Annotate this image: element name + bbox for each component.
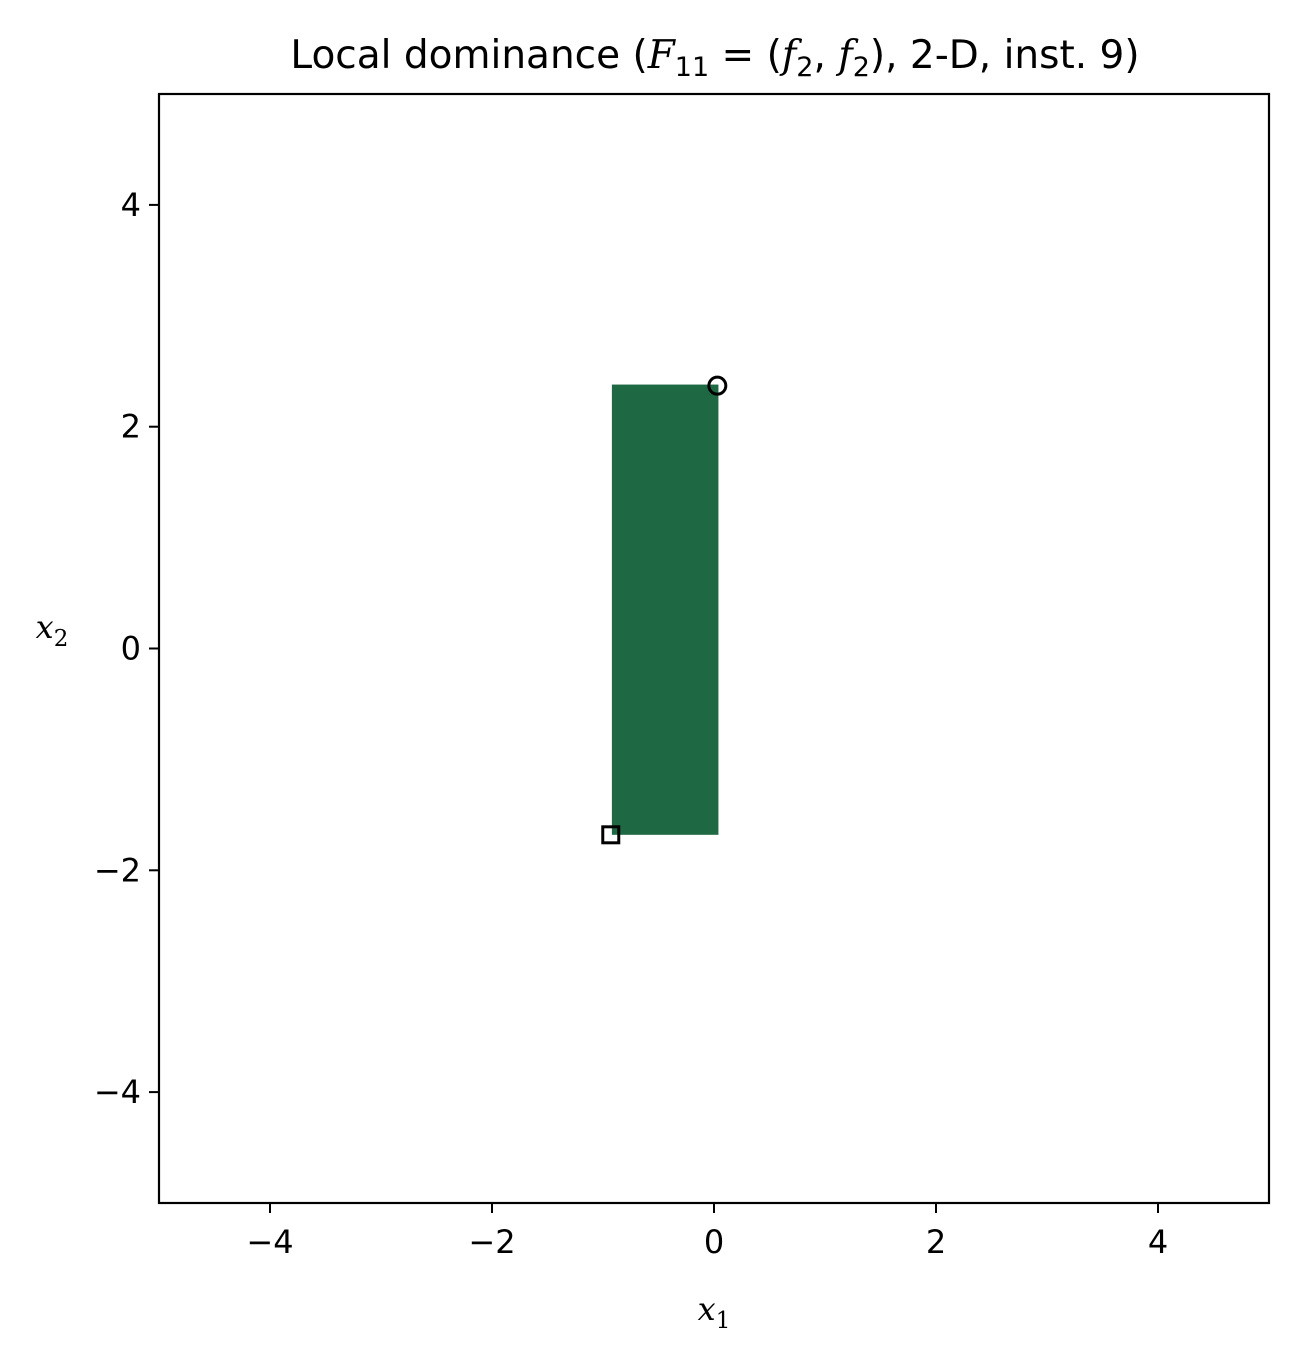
x-axis-label-sub: 1	[716, 1308, 731, 1334]
circle-marker	[707, 375, 728, 396]
y-axis-ticks: −4 −2 0 2 4	[94, 186, 159, 1111]
title-math-f1-sub: 2	[796, 52, 813, 83]
chart-title: Local dominance (F11 = (f2, f2), 2-D, in…	[290, 33, 1139, 83]
y-tick-label: 2	[121, 408, 141, 446]
y-tick-label: 0	[121, 630, 141, 668]
x-tick-label: 0	[704, 1223, 724, 1261]
y-tick-label: −4	[94, 1073, 141, 1111]
title-math-f2-sub: 2	[853, 52, 870, 83]
title-math-comma: ,	[813, 33, 838, 78]
title-math-eq: = (	[709, 33, 782, 78]
y-tick-label: −2	[94, 851, 141, 889]
title-prefix: Local dominance (	[290, 33, 647, 78]
title-suffix: , 2-D, inst. 9)	[885, 33, 1140, 78]
x-tick-label: 2	[926, 1223, 946, 1261]
x-axis-label-base: x	[698, 1290, 716, 1328]
square-marker	[601, 825, 621, 845]
title-math-close: )	[870, 33, 885, 78]
y-axis-label: x2	[36, 608, 69, 652]
title-math-F: F	[647, 33, 677, 78]
x-axis-label: x1	[698, 1290, 731, 1334]
x-tick-label: −2	[468, 1223, 515, 1261]
title-math-F-sub: 11	[675, 52, 709, 83]
plot-area	[601, 375, 728, 845]
dominance-region	[611, 384, 719, 835]
y-tick-label: 4	[121, 186, 141, 224]
y-axis-label-base: x	[36, 608, 54, 646]
x-tick-label: 4	[1148, 1223, 1168, 1261]
x-tick-label: −4	[246, 1223, 293, 1261]
x-axis-ticks: −4 −2 0 2 4	[246, 1203, 1168, 1261]
y-axis-label-sub: 2	[54, 626, 69, 652]
